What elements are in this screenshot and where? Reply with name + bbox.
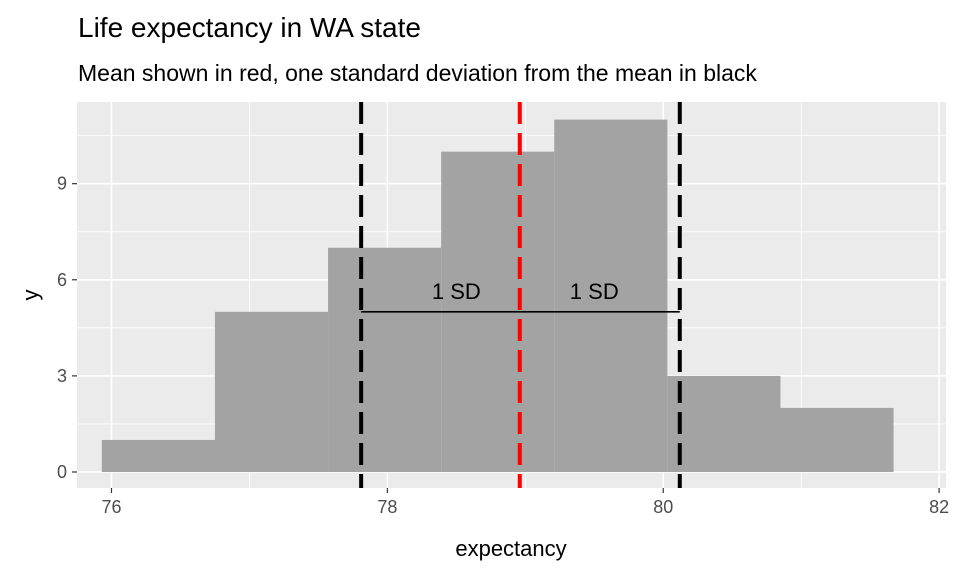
- x-axis-title: expectancy: [455, 536, 566, 561]
- sd-annotation: 1 SD: [570, 279, 619, 304]
- y-tick-label: 6: [57, 270, 67, 290]
- y-axis-title: y: [18, 290, 43, 301]
- chart-subtitle: Mean shown in red, one standard deviatio…: [78, 60, 757, 86]
- annot-layer: 1 SD 1 SD: [432, 279, 619, 304]
- lines-layer: [359, 102, 682, 488]
- sd-annotation: 1 SD: [432, 279, 481, 304]
- x-tick-label: 78: [377, 497, 397, 517]
- axis-layer: 76 78 80 82 0 3 6 9: [57, 174, 949, 517]
- y-tick-label: 9: [57, 174, 67, 194]
- x-tick-label: 82: [929, 497, 949, 517]
- histogram-bar: [214, 311, 329, 472]
- y-tick-label: 3: [57, 366, 67, 386]
- chart-title: Life expectancy in WA state: [78, 12, 421, 43]
- y-tick-label: 0: [57, 462, 67, 482]
- histogram-bar: [667, 375, 781, 472]
- histogram-bar: [554, 119, 668, 472]
- x-tick-label: 76: [101, 497, 121, 517]
- histogram-bar: [780, 407, 894, 472]
- histogram-bar: [101, 439, 215, 472]
- histogram-bar: [328, 247, 442, 472]
- x-tick-label: 80: [653, 497, 673, 517]
